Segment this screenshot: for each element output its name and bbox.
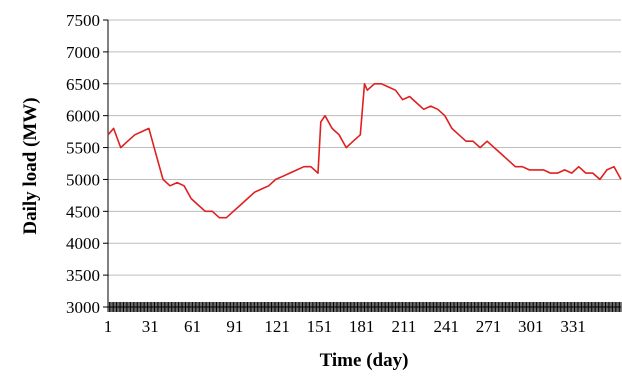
y-tick-label: 5000 <box>66 170 100 189</box>
gridlines <box>108 19 621 308</box>
y-tick-label: 3500 <box>66 266 100 285</box>
y-tick-label: 5500 <box>66 139 100 158</box>
x-tick-label: 331 <box>560 317 586 336</box>
x-axis: 1 31 61 91 121 151 181 211 241 271 301 331 <box>104 302 622 336</box>
x-tick-label: 271 <box>476 317 502 336</box>
y-tick-label: 7500 <box>66 11 100 30</box>
x-tick-label: 91 <box>226 317 243 336</box>
x-axis-title: Time (day) <box>320 350 409 371</box>
x-tick-label: 151 <box>307 317 333 336</box>
y-axis: 3000 3500 4000 4500 5000 5500 6000 6500 7000 7500 <box>66 11 109 317</box>
x-tick-label: 121 <box>264 317 290 336</box>
y-axis-title: Daily load (MW) <box>20 97 41 234</box>
y-tick-label: 3000 <box>66 298 100 317</box>
x-tick-label: 31 <box>142 317 159 336</box>
series-line <box>107 83 622 219</box>
x-tick-label: 301 <box>518 317 544 336</box>
x-tick-label: 61 <box>184 317 201 336</box>
y-tick-label: 4000 <box>66 234 100 253</box>
x-tick-label: 181 <box>349 317 375 336</box>
y-tick-label: 6000 <box>66 107 100 126</box>
y-tick-label: 7000 <box>66 43 100 62</box>
y-tick-label: 4500 <box>66 202 100 221</box>
x-tick-label: 211 <box>392 317 417 336</box>
x-tick-label: 241 <box>433 317 459 336</box>
series-layer <box>107 83 622 219</box>
x-tick-label: 1 <box>104 317 113 336</box>
y-tick-label: 6500 <box>66 75 100 94</box>
x-minor-ticks <box>107 302 622 312</box>
